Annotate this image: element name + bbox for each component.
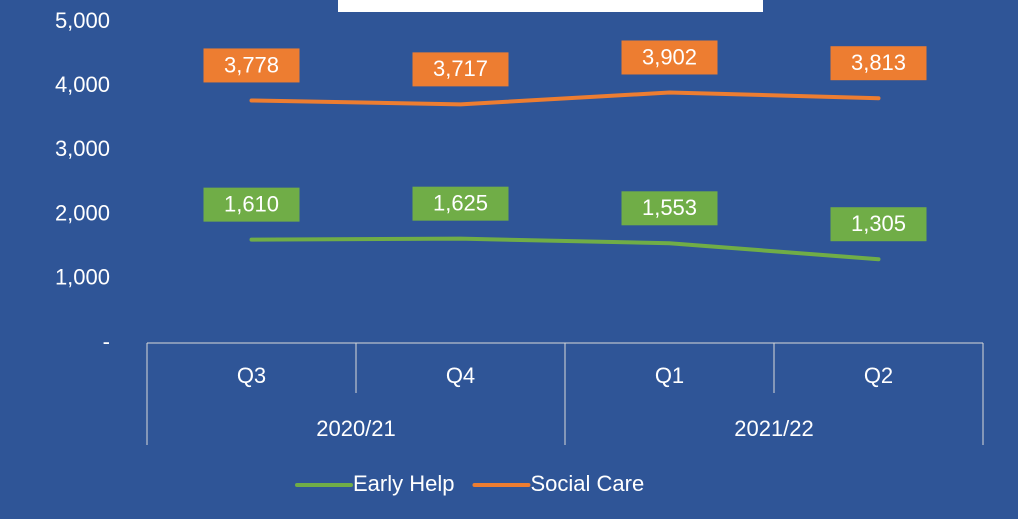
data-label: 3,778 xyxy=(224,52,279,77)
data-label: 1,610 xyxy=(224,191,279,216)
data-label-box xyxy=(830,46,927,81)
x-tick-label: Q2 xyxy=(864,363,893,388)
data-label-box xyxy=(830,207,927,242)
data-label-box xyxy=(621,191,718,226)
data-label-box xyxy=(203,48,300,83)
y-tick-label: - xyxy=(103,329,110,354)
y-tick-label: 5,000 xyxy=(55,8,110,33)
data-label: 1,553 xyxy=(642,195,697,220)
data-label-box xyxy=(203,187,300,222)
legend-label: Social Care xyxy=(530,471,644,496)
y-tick-label: 1,000 xyxy=(55,265,110,290)
data-label: 3,902 xyxy=(642,44,697,69)
category-group-label: 2020/21 xyxy=(316,416,396,441)
y-tick-label: 3,000 xyxy=(55,136,110,161)
series-line xyxy=(249,236,881,262)
series-line xyxy=(249,90,881,107)
data-label-box xyxy=(412,186,509,221)
data-label-box xyxy=(412,52,509,87)
category-group-label: 2021/22 xyxy=(734,416,814,441)
legend-label: Early Help xyxy=(353,471,454,496)
x-tick-label: Q4 xyxy=(446,363,475,388)
x-tick-label: Q3 xyxy=(237,363,266,388)
data-label: 1,305 xyxy=(851,211,906,236)
x-tick-label: Q1 xyxy=(655,363,684,388)
data-label-box xyxy=(621,40,718,75)
data-label: 3,717 xyxy=(433,56,488,81)
y-tick-label: 4,000 xyxy=(55,72,110,97)
y-tick-label: 2,000 xyxy=(55,200,110,225)
data-label: 1,625 xyxy=(433,190,488,215)
title-box xyxy=(338,0,763,12)
data-label: 3,813 xyxy=(851,50,906,75)
